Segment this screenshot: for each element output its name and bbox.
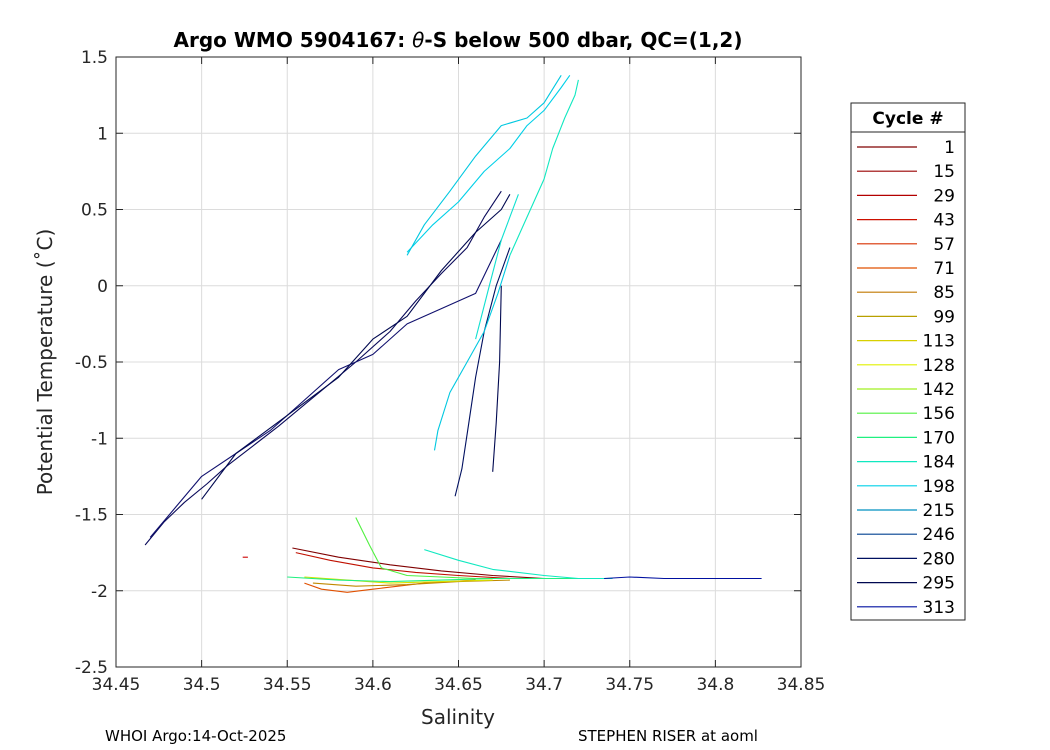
legend-label: 99 xyxy=(933,307,955,327)
x-axis-ticks: 34.45 34.5 34.55 34.6 34.65 34.7 34.75 34.8 34.8… xyxy=(92,57,826,695)
legend-label: 313 xyxy=(923,598,955,618)
x-axis-label: Salinity xyxy=(421,705,495,729)
footer-left: WHOI Argo:14-Oct-2025 xyxy=(105,727,286,745)
legend: Cycle # 1 15 29 43 57 71 85 99 113 128 142 156 170 18… xyxy=(850,102,966,621)
series-line-cyan-long-line xyxy=(406,75,562,256)
series-line-cycle-184-198 xyxy=(424,549,613,580)
x-tick-label: 34.6 xyxy=(354,675,392,695)
legend-label: 184 xyxy=(923,453,955,473)
y-tick-label: 1 xyxy=(97,124,108,144)
x-tick-label: 34.55 xyxy=(263,675,312,695)
legend-label: 198 xyxy=(923,477,955,497)
legend-label: 142 xyxy=(923,380,955,400)
y-tick-label: 0 xyxy=(97,277,108,297)
legend-label: 29 xyxy=(933,186,955,206)
legend-label: 85 xyxy=(933,283,955,303)
y-tick-label: -1 xyxy=(91,429,108,449)
legend-label: 57 xyxy=(933,235,955,255)
legend-label: 1 xyxy=(944,138,955,158)
series-line-cyan-descending-2 xyxy=(475,194,519,340)
x-tick-label: 34.75 xyxy=(605,675,654,695)
series-line-cyan-descending xyxy=(433,255,511,451)
x-tick-label: 34.85 xyxy=(777,675,826,695)
series-line-cycle-246-313 xyxy=(604,576,762,580)
series-group xyxy=(144,74,762,593)
legend-label: 280 xyxy=(923,549,955,569)
y-tick-label: -2.5 xyxy=(75,658,108,678)
legend-label: 15 xyxy=(933,162,955,182)
y-tick-label: 1.5 xyxy=(81,48,108,68)
series-line-cycle-1-15 xyxy=(292,547,545,580)
series-line-navy-descending-tail xyxy=(454,247,511,497)
chart-title: Argo WMO 5904167: θ-S below 500 dbar, QC… xyxy=(174,28,743,52)
series-line-cycle-29-43 xyxy=(295,552,510,580)
grid xyxy=(115,56,802,668)
series-line-deep-profiles-navy xyxy=(144,190,502,546)
series-line-cycle-170 xyxy=(287,576,579,583)
legend-label: 156 xyxy=(923,404,955,424)
y-axis-label: Potential Temperature (˚C) xyxy=(33,229,57,496)
y-tick-label: -0.5 xyxy=(75,353,108,373)
x-tick-label: 34.7 xyxy=(525,675,563,695)
legend-label: 43 xyxy=(933,211,955,231)
legend-label: 246 xyxy=(923,525,955,545)
y-tick-label: -1.5 xyxy=(75,506,108,526)
series-line-navy-descending-tail-2 xyxy=(492,285,502,472)
footer-right: STEPHEN RISER at aoml xyxy=(578,727,758,745)
series-line-deep-profiles-navy-3 xyxy=(201,194,511,500)
series-line-cycle-113-128 xyxy=(304,576,493,584)
series-line-cyan-upper-branch xyxy=(406,74,571,253)
series-line-cyan-upper-branch-2 xyxy=(509,79,579,256)
legend-label: 113 xyxy=(923,332,955,352)
legend-label: 215 xyxy=(923,501,955,521)
legend-label: 170 xyxy=(923,428,955,448)
x-tick-label: 34.5 xyxy=(183,675,221,695)
y-axis-ticks: 1.5 1 0.5 0 -0.5 -1 -1.5 -2 -2.5 xyxy=(75,48,801,678)
legend-label: 71 xyxy=(933,259,955,279)
series-line-deep-profiles-navy-2 xyxy=(149,239,502,538)
legend-title: Cycle # xyxy=(872,109,943,129)
y-tick-label: -2 xyxy=(91,582,108,602)
x-tick-label: 34.45 xyxy=(92,675,141,695)
x-tick-label: 34.65 xyxy=(434,675,483,695)
legend-label: 128 xyxy=(923,356,955,376)
y-tick-label: 0.5 xyxy=(81,201,108,221)
legend-label: 295 xyxy=(923,574,955,594)
x-tick-label: 34.8 xyxy=(696,675,734,695)
